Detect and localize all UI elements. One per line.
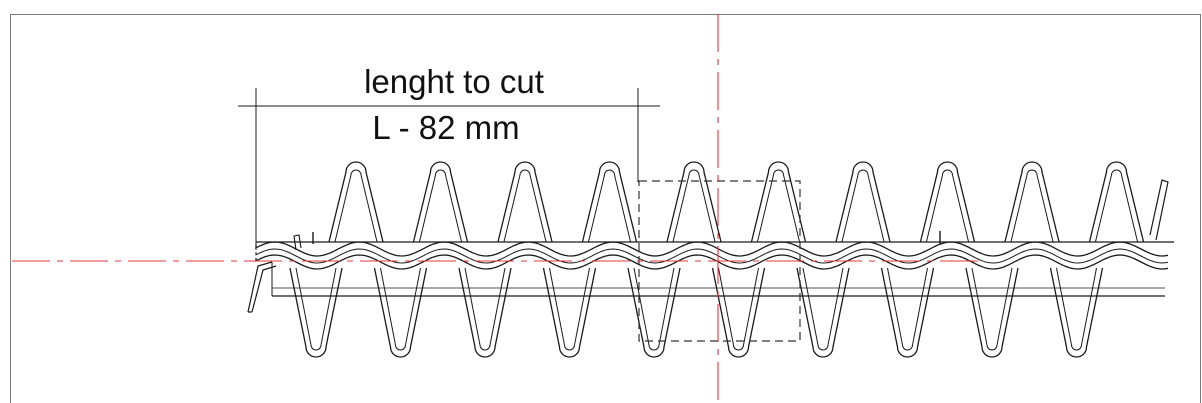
upper-loop-outer (410, 161, 471, 251)
lower-loop-inner (464, 267, 506, 351)
upper-loop-outer (833, 161, 893, 251)
lower-loop-inner (887, 267, 928, 351)
upper-loop-inner (1008, 169, 1056, 251)
upper-loop-inner (417, 169, 464, 251)
lower-loop-inner (380, 267, 421, 351)
coil-wave-strand (255, 248, 1169, 264)
drawing-frame (10, 14, 1201, 403)
upper-loop-outer (579, 161, 640, 251)
upper-loop-outer (495, 161, 555, 251)
dimension-label: lenght to cut (364, 63, 544, 100)
lower-loop-outer (542, 267, 597, 358)
upper-loop-outer (1086, 161, 1147, 251)
coil-loops-front (289, 267, 1104, 358)
dimension-value: L - 82 mm (372, 109, 519, 146)
lower-loop-outer (965, 267, 1019, 358)
coil-hook-left (293, 234, 302, 251)
upper-loop-inner (839, 169, 887, 251)
upper-loop-inner (670, 169, 718, 251)
lower-loop-outer (627, 267, 681, 358)
upper-loop-inner (586, 169, 633, 251)
upper-loop-outer (917, 161, 978, 251)
coil-loops-back (326, 161, 1147, 251)
coil-wave-strand (255, 241, 1169, 257)
coil-wave-strand (255, 254, 1169, 270)
lower-loop-inner (295, 267, 337, 351)
lower-loop-outer (289, 267, 343, 358)
dimension-annotation: lenght to cut L - 82 mm (238, 63, 660, 250)
lower-loop-outer (458, 267, 512, 358)
lower-loop-outer (880, 267, 935, 358)
lower-loop-inner (549, 267, 590, 351)
lower-loop-inner (633, 267, 675, 351)
lower-loop-inner (971, 267, 1013, 351)
coil-end-right (1149, 179, 1169, 241)
upper-loop-outer (664, 161, 724, 251)
coil-details (247, 179, 1169, 313)
coil-wave-front (255, 241, 1169, 270)
lower-loop-inner (802, 267, 844, 351)
upper-loop-inner (332, 169, 380, 251)
upper-loop-inner (1093, 169, 1140, 251)
upper-loop-outer (1002, 161, 1062, 251)
upper-loop-inner (924, 169, 971, 251)
upper-loop-outer (326, 161, 386, 251)
lower-loop-outer (1049, 267, 1104, 358)
coil-end-left (247, 261, 277, 313)
upper-loop-inner (755, 169, 802, 251)
lower-loop-inner (1056, 267, 1097, 351)
lower-loop-inner (718, 267, 759, 351)
tube (256, 241, 1174, 297)
upper-loop-outer (748, 161, 809, 251)
upper-loop-inner (501, 169, 549, 251)
lower-loop-outer (796, 267, 850, 358)
lower-loop-outer (711, 267, 766, 358)
lower-loop-outer (373, 267, 428, 358)
